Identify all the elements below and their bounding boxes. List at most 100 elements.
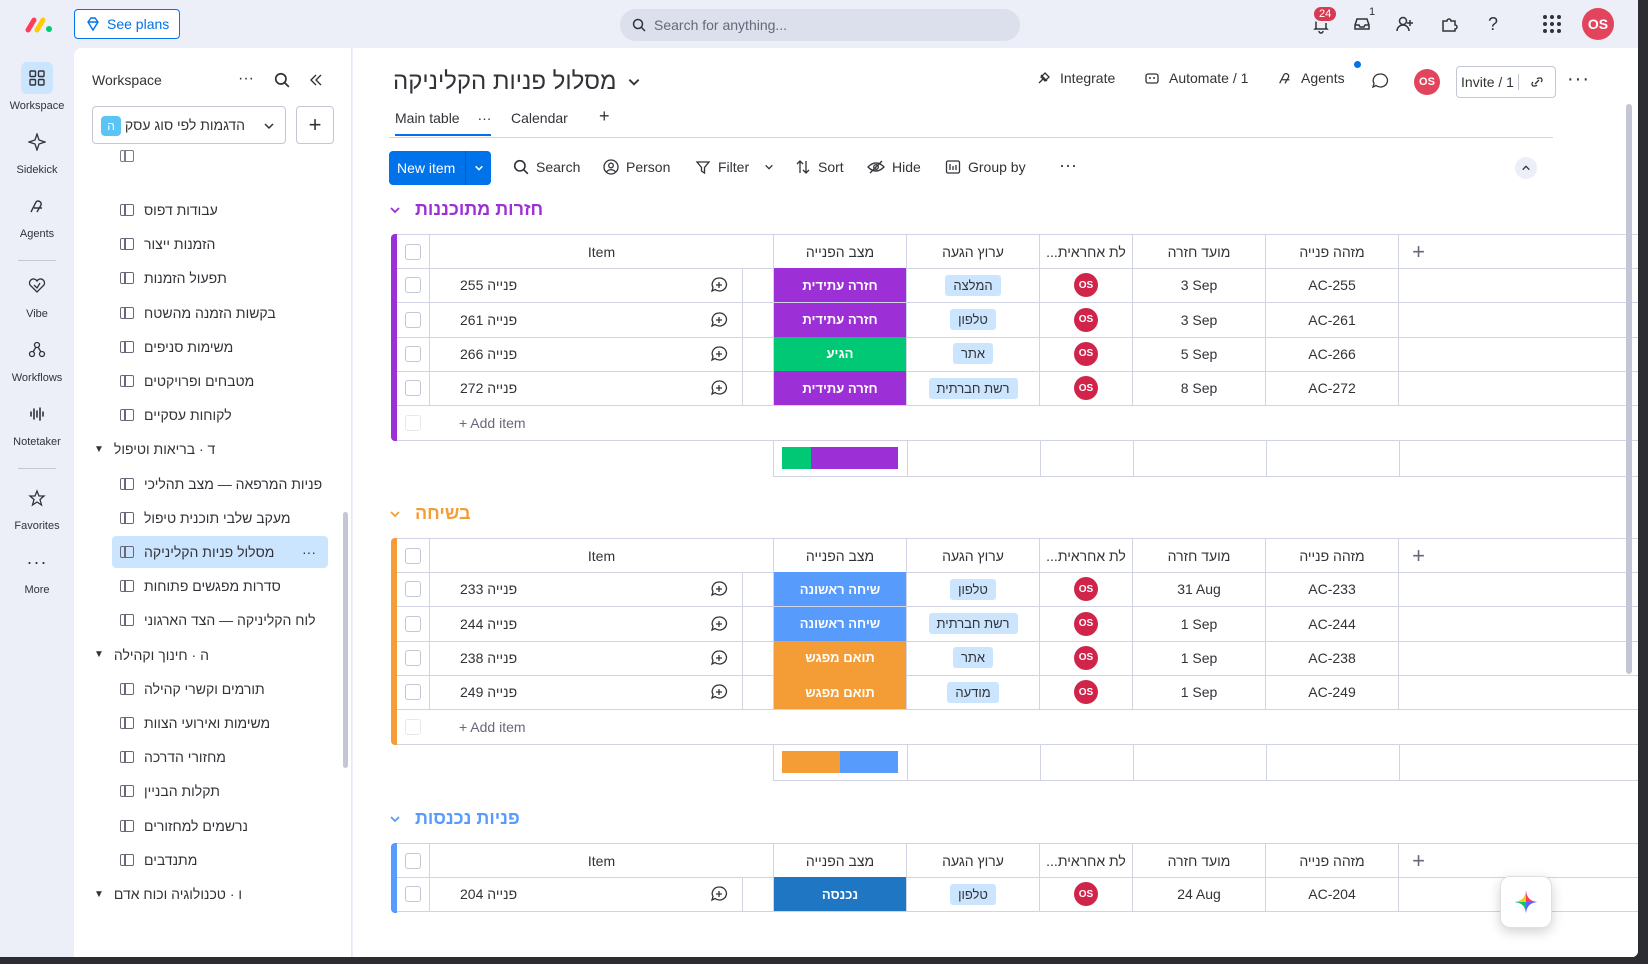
updates-chat-icon[interactable] bbox=[1371, 72, 1389, 90]
tree-board-item[interactable]: תקלות הבניין bbox=[112, 775, 328, 807]
channel-cell[interactable]: טלפון bbox=[906, 302, 1039, 337]
item-name-cell[interactable]: פנייה 266 bbox=[429, 336, 773, 371]
rail-favorites[interactable]: Favorites bbox=[0, 482, 74, 532]
add-item-label[interactable]: + Add item bbox=[459, 718, 526, 735]
status-cell[interactable]: חזרה עתידית bbox=[773, 302, 906, 337]
column-header-owner[interactable]: ...לת אחראית bbox=[1039, 844, 1132, 877]
item-name-cell[interactable]: פנייה 255 bbox=[429, 268, 773, 303]
owner-cell[interactable]: OS bbox=[1039, 606, 1132, 641]
column-header-due[interactable]: מועד חזרה bbox=[1132, 539, 1265, 572]
rail-sidekick[interactable]: Sidekick bbox=[0, 126, 74, 176]
add-to-workspace-button[interactable]: + bbox=[296, 106, 334, 144]
item-name-cell[interactable]: פנייה 233 bbox=[429, 572, 773, 607]
row-checkbox[interactable] bbox=[405, 649, 421, 666]
status-cell[interactable]: תואם מפגש bbox=[773, 640, 906, 675]
row-checkbox[interactable] bbox=[405, 311, 421, 328]
search-button[interactable]: Search bbox=[513, 159, 580, 175]
group-title[interactable]: חזרות מתוכננות bbox=[389, 199, 543, 220]
chevron-down-icon[interactable] bbox=[389, 508, 401, 520]
tree-board-item[interactable]: מחזורי הדרכה bbox=[112, 741, 328, 773]
table-row[interactable]: פנייה 244 שיחה ראשונה רשת חברתית OS 1 Sep AC-… bbox=[397, 606, 1638, 642]
table-row[interactable]: פנייה 204 נכנסה טלפון OS 24 Aug AC-204 bbox=[397, 877, 1638, 913]
table-row[interactable]: פנייה 272 חזרה עתידית רשת חברתית OS 8 Sep AC-… bbox=[397, 371, 1638, 407]
tree-item-clipped[interactable] bbox=[112, 140, 328, 172]
tree-board-item[interactable]: מעקב שלבי תוכנית טיפול bbox=[112, 502, 328, 534]
tree-board-item[interactable]: סדרות מפגשים פתוחות bbox=[112, 570, 328, 602]
row-checkbox[interactable] bbox=[405, 380, 421, 397]
column-header-channel[interactable]: ערוץ הגעה bbox=[906, 844, 1039, 877]
table-row[interactable]: פנייה 255 חזרה עתידית המלצה OS 3 Sep AC-255 bbox=[397, 268, 1638, 304]
request-id-cell[interactable]: AC-266 bbox=[1265, 336, 1398, 371]
owner-cell[interactable]: OS bbox=[1039, 640, 1132, 675]
apps-puzzle-icon[interactable] bbox=[1437, 12, 1461, 36]
board-options-icon[interactable]: ··· bbox=[302, 544, 316, 560]
owner-cell[interactable]: OS bbox=[1039, 572, 1132, 607]
request-id-cell[interactable]: AC-233 bbox=[1265, 572, 1398, 607]
row-checkbox[interactable] bbox=[405, 684, 421, 701]
column-header-id[interactable]: מזהה פנייה bbox=[1265, 235, 1398, 268]
owner-cell[interactable]: OS bbox=[1039, 877, 1132, 912]
add-update-icon[interactable] bbox=[710, 580, 728, 598]
invite-member-icon[interactable] bbox=[1393, 12, 1417, 36]
column-header-owner[interactable]: ...לת אחראית bbox=[1039, 539, 1132, 572]
column-header-due[interactable]: מועד חזרה bbox=[1132, 235, 1265, 268]
add-update-icon[interactable] bbox=[710, 311, 728, 329]
column-header-item[interactable]: Item bbox=[429, 235, 773, 268]
board-scrollbar[interactable] bbox=[1626, 104, 1632, 674]
column-header-id[interactable]: מזהה פנייה bbox=[1265, 539, 1398, 572]
channel-cell[interactable]: אתר bbox=[906, 336, 1039, 371]
column-header-status[interactable]: מצב הפנייה bbox=[773, 235, 906, 268]
tree-board-item[interactable]: פניות המרפאה — מצב תהליכי bbox=[112, 468, 328, 500]
request-id-cell[interactable]: AC-238 bbox=[1265, 640, 1398, 675]
status-cell[interactable]: שיחה ראשונה bbox=[773, 572, 906, 607]
add-update-icon[interactable] bbox=[710, 615, 728, 633]
invite-button[interactable]: Invite / 1 bbox=[1456, 66, 1556, 98]
board-owner-avatar[interactable]: OS bbox=[1414, 69, 1440, 95]
collapse-panel-icon[interactable] bbox=[308, 72, 324, 88]
column-header-channel[interactable]: ערוץ הגעה bbox=[906, 539, 1039, 572]
tree-board-item[interactable]: לוח הקליניקה — הצד הארגוני bbox=[112, 604, 328, 636]
table-row[interactable]: פנייה 261 חזרה עתידית טלפון OS 3 Sep AC-261 bbox=[397, 302, 1638, 338]
person-filter-button[interactable]: Person bbox=[603, 159, 670, 175]
column-header-due[interactable]: מועד חזרה bbox=[1132, 844, 1265, 877]
request-id-cell[interactable]: AC-204 bbox=[1265, 877, 1398, 912]
add-item-row[interactable]: + Add item bbox=[397, 406, 1638, 441]
row-checkbox[interactable] bbox=[405, 345, 421, 362]
channel-cell[interactable]: טלפון bbox=[906, 877, 1039, 912]
table-row[interactable]: פנייה 266 הגיע אתר OS 5 Sep AC-266 bbox=[397, 336, 1638, 372]
collapse-header-button[interactable] bbox=[1515, 157, 1537, 179]
request-id-cell[interactable]: AC-272 bbox=[1265, 371, 1398, 406]
chevron-down-icon[interactable] bbox=[764, 162, 774, 172]
row-checkbox[interactable] bbox=[405, 615, 421, 632]
request-id-cell[interactable]: AC-244 bbox=[1265, 606, 1398, 641]
status-cell[interactable]: נכנסה bbox=[773, 877, 906, 912]
table-row[interactable]: פנייה 238 תואם מפגש אתר OS 1 Sep AC-238 bbox=[397, 640, 1638, 676]
item-name-cell[interactable]: פנייה 272 bbox=[429, 371, 773, 406]
column-header-id[interactable]: מזהה פנייה bbox=[1265, 844, 1398, 877]
column-header-channel[interactable]: ערוץ הגעה bbox=[906, 235, 1039, 268]
column-header-status[interactable]: מצב הפנייה bbox=[773, 539, 906, 572]
new-item-button[interactable]: New item bbox=[389, 151, 491, 185]
see-plans-button[interactable]: See plans bbox=[74, 9, 180, 39]
workspace-options-icon[interactable]: ··· bbox=[238, 70, 254, 87]
status-distribution-bar[interactable] bbox=[782, 750, 898, 773]
hide-button[interactable]: Hide bbox=[867, 159, 921, 175]
channel-cell[interactable]: מודעה bbox=[906, 675, 1039, 710]
group-by-button[interactable]: Group by bbox=[945, 159, 1026, 175]
select-all-checkbox[interactable] bbox=[405, 243, 421, 260]
add-update-icon[interactable] bbox=[710, 683, 728, 701]
request-id-cell[interactable]: AC-261 bbox=[1265, 302, 1398, 337]
owner-cell[interactable]: OS bbox=[1039, 336, 1132, 371]
tree-folder[interactable]: ▼ ד · בריאות וטיפול bbox=[94, 435, 215, 463]
status-distribution-bar[interactable] bbox=[782, 446, 898, 469]
global-search-input[interactable]: Search for anything... bbox=[620, 9, 1020, 41]
add-update-icon[interactable] bbox=[710, 379, 728, 397]
status-cell[interactable]: חזרה עתידית bbox=[773, 268, 906, 303]
channel-cell[interactable]: רשת חברתית bbox=[906, 606, 1039, 641]
user-avatar[interactable]: OS bbox=[1582, 8, 1614, 40]
due-date-cell[interactable]: 1 Sep bbox=[1132, 640, 1265, 675]
due-date-cell[interactable]: 5 Sep bbox=[1132, 336, 1265, 371]
help-icon[interactable]: ? bbox=[1487, 13, 1498, 34]
tree-board-item[interactable]: מתנדבים bbox=[112, 844, 328, 876]
owner-cell[interactable]: OS bbox=[1039, 302, 1132, 337]
